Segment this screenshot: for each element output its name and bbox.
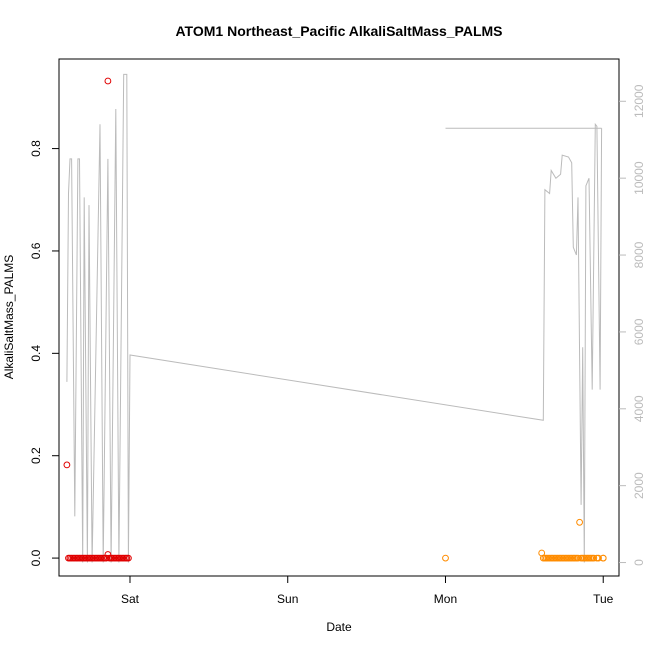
y-right-tick-label: 6000 — [632, 318, 646, 345]
plot-frame — [58, 58, 620, 577]
data-point — [124, 554, 132, 562]
data-point — [590, 554, 598, 562]
x-tick-label: Tue — [593, 592, 614, 606]
y-left-tick-label: 0.2 — [29, 447, 43, 464]
x-tick-label: Mon — [434, 592, 457, 606]
x-axis: Sat Sun Mon Tue — [121, 576, 614, 606]
x-tick-label: Sun — [277, 592, 298, 606]
y-axis-left: 0.0 0.2 0.4 0.6 0.8 — [29, 140, 59, 566]
y-left-tick-label: 0.4 — [29, 345, 43, 362]
x-tick-label: Sat — [121, 592, 140, 606]
y-right-tick-label: 10000 — [632, 161, 646, 195]
y-right-tick-label: 12000 — [632, 84, 646, 118]
y-right-tick-label: 2000 — [632, 472, 646, 499]
series-line — [66, 73, 603, 563]
y-right-tick-label: 0 — [632, 559, 646, 566]
data-point — [599, 554, 607, 562]
y-axis-label: AlkaliSaltMass_PALMS — [2, 255, 16, 380]
x-axis-label: Date — [326, 620, 352, 634]
data-point — [574, 554, 582, 562]
y-right-tick-label: 8000 — [632, 241, 646, 268]
data-point — [104, 77, 112, 85]
data-point — [63, 461, 71, 469]
y-right-tick-label: 4000 — [632, 395, 646, 422]
series-layer — [63, 73, 607, 563]
data-point — [595, 554, 602, 562]
y-axis-right: 0 2000 4000 6000 8000 10000 12000 — [619, 84, 646, 566]
y-left-tick-label: 0.0 — [29, 549, 43, 566]
data-point — [442, 554, 449, 562]
y-left-tick-label: 0.6 — [29, 242, 43, 259]
chart-title: ATOM1 Northeast_Pacific AlkaliSaltMass_P… — [175, 23, 502, 39]
y-left-tick-label: 0.8 — [29, 140, 43, 157]
data-point — [576, 518, 583, 526]
